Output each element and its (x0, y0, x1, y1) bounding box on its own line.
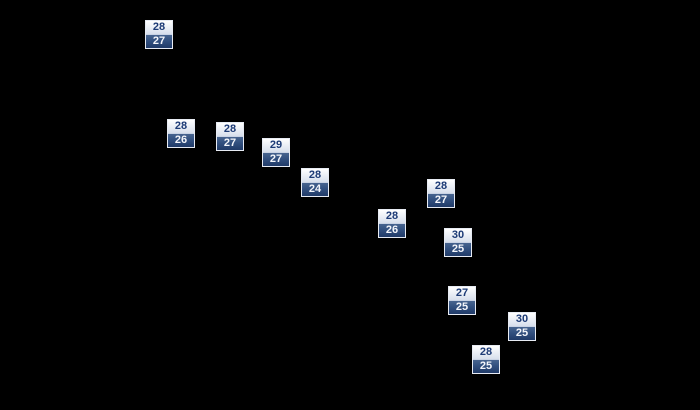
high-temp-label: 28 (146, 21, 172, 34)
low-temp-label: 25 (449, 300, 475, 314)
low-temp-label: 27 (146, 34, 172, 48)
temp-badge[interactable]: 28 25 (472, 345, 500, 374)
high-temp-label: 28 (168, 120, 194, 133)
temp-badge[interactable]: 28 26 (167, 119, 195, 148)
high-temp-label: 30 (445, 229, 471, 242)
temp-badge[interactable]: 28 24 (301, 168, 329, 197)
temp-badge[interactable]: 28 27 (145, 20, 173, 49)
high-temp-label: 28 (379, 210, 405, 223)
temp-badge[interactable]: 28 26 (378, 209, 406, 238)
temp-badge[interactable]: 27 25 (448, 286, 476, 315)
high-temp-label: 30 (509, 313, 535, 326)
high-temp-label: 27 (449, 287, 475, 300)
low-temp-label: 26 (379, 223, 405, 237)
temp-badge[interactable]: 28 27 (216, 122, 244, 151)
low-temp-label: 27 (217, 136, 243, 150)
high-temp-label: 28 (473, 346, 499, 359)
high-temp-label: 29 (263, 139, 289, 152)
high-temp-label: 28 (217, 123, 243, 136)
low-temp-label: 25 (509, 326, 535, 340)
low-temp-label: 25 (445, 242, 471, 256)
temp-badge[interactable]: 28 27 (427, 179, 455, 208)
low-temp-label: 27 (263, 152, 289, 166)
temp-badge[interactable]: 30 25 (508, 312, 536, 341)
low-temp-label: 25 (473, 359, 499, 373)
high-temp-label: 28 (302, 169, 328, 182)
temp-badge[interactable]: 29 27 (262, 138, 290, 167)
temp-badge[interactable]: 30 25 (444, 228, 472, 257)
low-temp-label: 24 (302, 182, 328, 196)
high-temp-label: 28 (428, 180, 454, 193)
low-temp-label: 27 (428, 193, 454, 207)
low-temp-label: 26 (168, 133, 194, 147)
